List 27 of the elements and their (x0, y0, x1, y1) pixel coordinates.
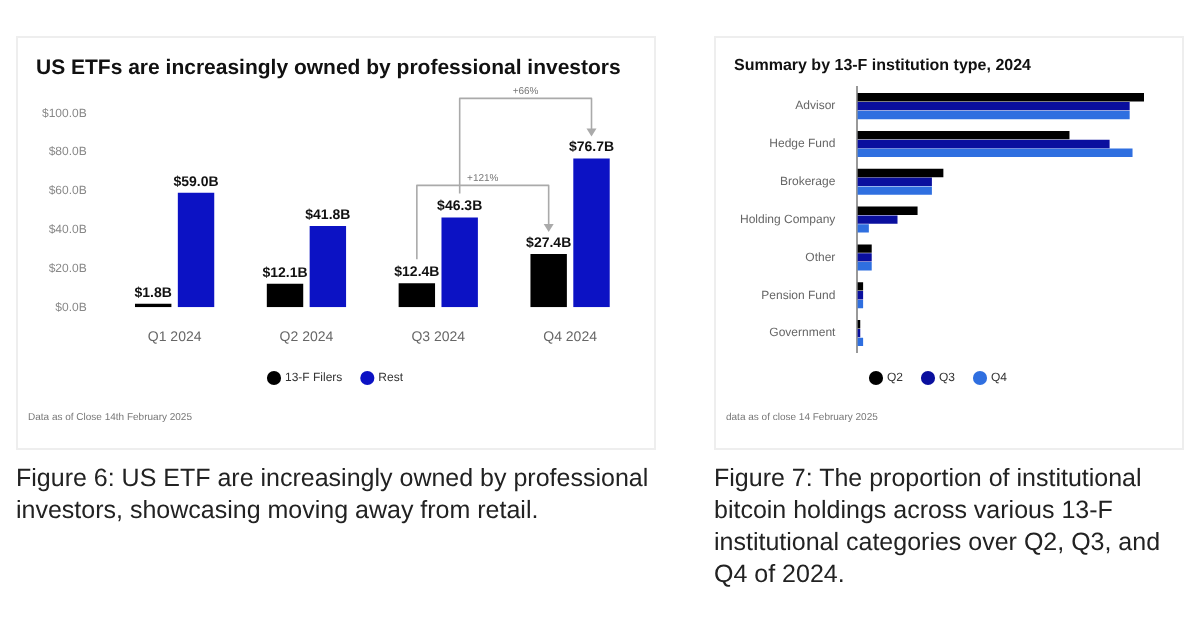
bar (530, 254, 567, 308)
bar (857, 253, 872, 262)
bar (857, 177, 932, 186)
bar (441, 217, 478, 308)
chart-title: Summary by 13-F institution type, 2024 (734, 56, 1033, 75)
bar (857, 168, 944, 178)
caption: Figure 6: US ETF are increasingly owned by professional investors, showcasing moving away from retail. (16, 462, 651, 526)
bar (857, 224, 869, 233)
bar (857, 130, 1070, 140)
bar (857, 139, 1110, 149)
bar (857, 186, 932, 195)
bar (857, 148, 1133, 157)
bar (309, 226, 347, 308)
chart-title: US ETFs are increasingly owned by professional investors (36, 56, 621, 81)
caption: Figure 7: The proportion of institutional bitcoin holdings across various 13-F institutional categories over Q2, Q3, and Q4 of 2024. (714, 462, 1163, 590)
bar (857, 206, 918, 215)
bar (573, 158, 610, 308)
bar (398, 283, 436, 308)
bar (857, 244, 872, 253)
bar (857, 93, 1144, 102)
bar (266, 283, 304, 308)
bar (177, 192, 215, 308)
bar (857, 282, 864, 291)
bar (857, 101, 1130, 111)
bar (857, 215, 898, 224)
bar (857, 110, 1130, 120)
bar (857, 262, 872, 271)
